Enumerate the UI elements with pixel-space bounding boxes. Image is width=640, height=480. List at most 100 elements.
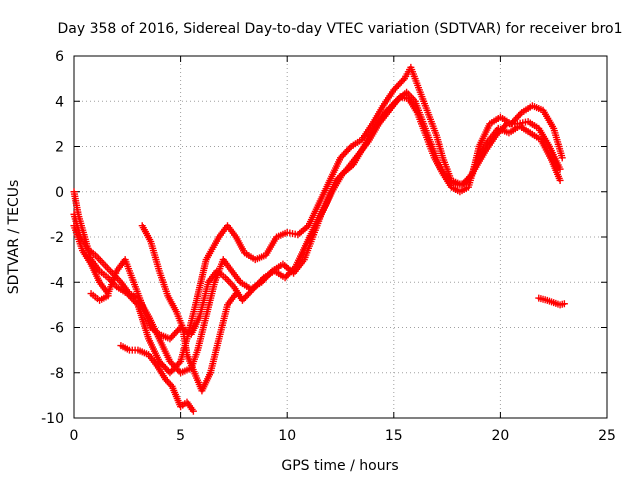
y-axis-label: SDTVAR / TECUs [6, 180, 22, 295]
data-point-trail [169, 332, 177, 340]
y-tick-label: -2 [50, 230, 64, 246]
data-point-trail [257, 277, 265, 285]
y-tick-label: -8 [50, 366, 64, 382]
data-point [337, 154, 344, 162]
data-point-trail [160, 362, 168, 370]
data-point-trail [344, 146, 352, 154]
data-point-trail [340, 151, 348, 159]
data-point [87, 290, 95, 298]
data-point-trail [157, 359, 165, 367]
data-point [155, 357, 163, 365]
data-point-trail [338, 170, 346, 178]
data-point-trail [167, 367, 175, 375]
y-tick-label: 6 [55, 49, 64, 65]
data-point-trail [340, 168, 348, 176]
data-point [249, 285, 257, 293]
data-point-trail [396, 79, 404, 87]
data-point [390, 86, 398, 94]
data-point-trail [341, 167, 349, 175]
data-point-trail [167, 359, 175, 367]
series-track-3 [70, 93, 564, 343]
tick-labels: 0 5 10 15 20 25 -10 -8 -6 -4 -2 0 2 4 6 [41, 49, 616, 444]
data-point-trail [284, 270, 292, 278]
data-point [166, 369, 174, 377]
data-point-trail [171, 362, 179, 370]
data-point-trail [161, 364, 169, 372]
data-point-trail [391, 84, 399, 92]
data-point-trail [171, 330, 179, 338]
data-point [556, 165, 564, 173]
data-point [332, 176, 340, 184]
data-point-trail [241, 293, 249, 301]
x-tick-label: 25 [598, 428, 616, 444]
y-tick-label: -4 [50, 275, 64, 291]
data-point-trail [512, 115, 520, 123]
data-point-trail [290, 264, 298, 272]
data-point-trail [516, 110, 524, 118]
data-point-trail [341, 149, 349, 157]
y-tick-label: 2 [55, 140, 64, 156]
data-point-trail [158, 361, 166, 369]
data-point-trail [254, 280, 262, 288]
data-point-trail [245, 290, 253, 298]
x-tick-label: 5 [176, 428, 185, 444]
data-point-trail [337, 172, 345, 180]
x-tick-label: 20 [491, 428, 509, 444]
x-axis-label: GPS time / hours [281, 458, 398, 474]
data-point-trail [255, 279, 263, 287]
data-point-trail [169, 361, 177, 369]
data-point-trail [172, 364, 180, 372]
x-tick-label: 0 [70, 428, 79, 444]
y-tick-label: -6 [50, 321, 64, 337]
data-point [560, 300, 568, 308]
data-point-trail [515, 112, 523, 120]
chart-title: Day 358 of 2016, Sidereal Day-to-day VTE… [57, 21, 622, 37]
data-point-trail [174, 366, 182, 374]
x-tick-label: 15 [385, 428, 403, 444]
series-track-6 [535, 294, 568, 309]
data-point-trail [399, 76, 407, 84]
data-point-trail [286, 269, 294, 277]
data-point-trail [287, 267, 295, 275]
data-point-trail [258, 275, 266, 283]
data-point-trail [397, 78, 405, 86]
data-point-trail [248, 287, 256, 295]
data-point-trail [175, 359, 183, 367]
data-point-trail [393, 83, 401, 91]
y-tick-label: 0 [55, 185, 64, 201]
data-point-trail [252, 282, 260, 290]
data-point-trail [163, 366, 171, 374]
data-point [232, 290, 240, 298]
y-tick-label: -10 [41, 411, 64, 427]
data-point [556, 176, 564, 184]
x-tick-label: 10 [278, 428, 296, 444]
data-point-trail [346, 144, 354, 152]
series-track-4 [117, 342, 197, 415]
data-point [166, 357, 174, 365]
data-point-trail [343, 147, 351, 155]
data-point-trail [334, 175, 342, 183]
data-point [558, 154, 566, 162]
data-point [166, 335, 174, 343]
data-point-trail [251, 283, 259, 291]
series-track-5 [87, 222, 240, 395]
data-point [238, 296, 246, 304]
data-point-trail [338, 152, 346, 160]
data-point [189, 407, 197, 415]
data-point-trail [240, 295, 248, 303]
data-point [281, 274, 289, 282]
data-point-trail [243, 292, 251, 300]
data-point-trail [174, 327, 182, 335]
data-point-trail [335, 173, 343, 181]
data-point-trail [394, 81, 402, 89]
data-point-trail [283, 272, 291, 280]
data-point-trail [172, 328, 180, 336]
data-point-trail [167, 333, 175, 341]
data-point-trail [289, 266, 297, 274]
data-point-trail [513, 113, 521, 121]
data-point-trail [246, 288, 254, 296]
data-points [70, 63, 568, 415]
y-tick-label: 4 [55, 94, 64, 110]
